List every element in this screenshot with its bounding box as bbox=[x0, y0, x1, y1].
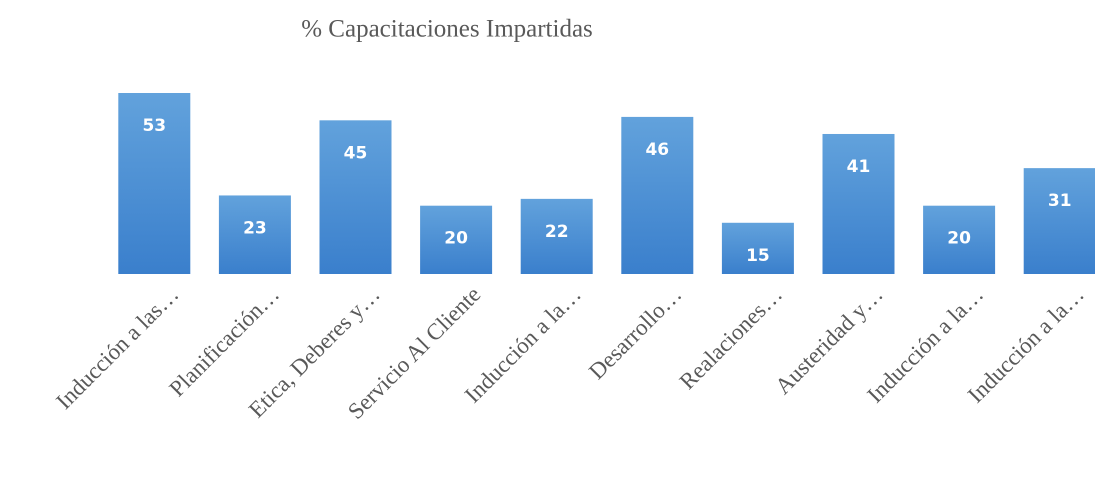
data-label: 22 bbox=[545, 222, 569, 242]
bar bbox=[420, 205, 493, 274]
data-label: 31 bbox=[1048, 191, 1072, 211]
bar bbox=[118, 93, 191, 274]
bar bbox=[520, 198, 593, 274]
data-label: 53 bbox=[142, 116, 166, 136]
x-tick-label: Inducción a las… bbox=[51, 282, 183, 414]
data-label: 45 bbox=[344, 143, 368, 163]
data-label: 46 bbox=[645, 140, 669, 160]
data-label: 23 bbox=[243, 218, 267, 238]
bar bbox=[319, 120, 392, 274]
data-label: 15 bbox=[746, 246, 770, 266]
bar bbox=[621, 116, 694, 274]
data-label: 20 bbox=[444, 229, 468, 249]
x-tick-label: Realaciones… bbox=[675, 282, 788, 395]
bar bbox=[923, 205, 996, 274]
bar bbox=[218, 195, 291, 274]
data-label: 20 bbox=[947, 229, 971, 249]
data-label: 41 bbox=[847, 157, 871, 177]
bar bbox=[1023, 168, 1095, 274]
chart-title: % Capacitaciones Impartidas bbox=[301, 16, 593, 43]
bar bbox=[822, 133, 895, 274]
bar bbox=[721, 222, 794, 274]
x-tick-label: Desarrollo… bbox=[584, 282, 687, 385]
